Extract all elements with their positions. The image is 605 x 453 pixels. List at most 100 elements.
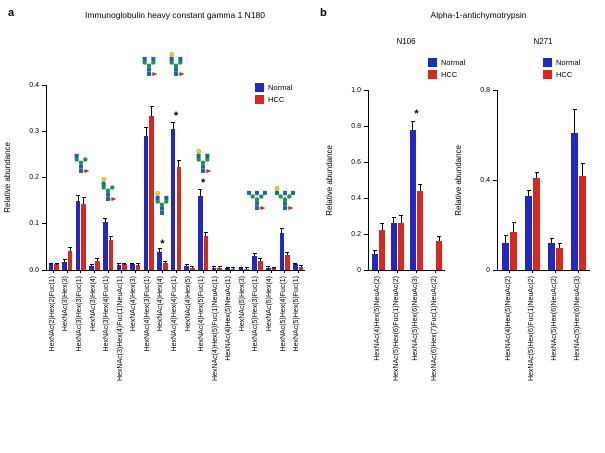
error-bar xyxy=(118,264,120,266)
x-axis-tick xyxy=(94,270,96,273)
glycan-icon xyxy=(192,149,214,180)
bar-normal xyxy=(238,268,244,270)
error-bar xyxy=(104,218,106,223)
x-axis-tick xyxy=(134,270,136,273)
glycan-icon xyxy=(274,186,296,217)
error-bar xyxy=(393,217,395,224)
error-bar-cap xyxy=(62,259,67,261)
x-axis-tick xyxy=(148,270,150,273)
x-tick-label: HexNAc(5)Hex(6)Fuc(1)NeuAc(2) xyxy=(392,276,400,382)
error-bar xyxy=(438,236,440,242)
x-tick-label: HexNAc(4)Hex(5)NeuAc(1) xyxy=(225,276,233,361)
error-bar xyxy=(110,237,112,240)
legend-row: HCC xyxy=(255,95,292,104)
error-bar-cap xyxy=(203,231,208,233)
error-bar-cap xyxy=(81,197,86,199)
x-tick-label: HexNAc(4)Hex(3) xyxy=(130,276,138,332)
bar-hcc xyxy=(81,203,87,270)
y-axis-tick xyxy=(42,84,46,86)
error-bar xyxy=(159,249,161,252)
x-tick-label: HexNAc(4)Hex(4)Fuc(1) xyxy=(171,276,178,352)
error-bar xyxy=(145,127,147,136)
error-bar-cap xyxy=(157,248,162,250)
error-bar-cap xyxy=(391,216,396,218)
x-tick-label: HexNAc(5)Hex(5)Fuc(1) xyxy=(293,276,301,352)
error-bar xyxy=(281,229,283,233)
y-axis-tick xyxy=(493,269,497,271)
bar-hcc xyxy=(417,190,424,270)
error-bar-cap xyxy=(557,243,562,245)
legend-swatch xyxy=(543,70,552,79)
x-tick-label: HexNAc(5)Hex(4)Fuc(1) xyxy=(279,276,287,352)
error-bar xyxy=(77,196,79,201)
error-bar xyxy=(199,190,201,196)
error-bar xyxy=(83,198,85,204)
bar-hcc xyxy=(271,268,277,270)
x-axis-tick xyxy=(555,270,556,273)
bar-normal xyxy=(293,264,298,270)
y-axis-label-wrap: Relative abundance xyxy=(452,90,464,270)
bar-hcc xyxy=(230,268,236,270)
bar-hcc xyxy=(298,267,304,270)
error-bar-cap xyxy=(526,190,531,192)
x-axis-tick xyxy=(532,270,533,273)
bar-hcc xyxy=(379,230,386,270)
x-axis-tick xyxy=(509,270,510,273)
y-tick-label: 0 xyxy=(357,266,361,274)
error-bar-cap xyxy=(380,223,385,225)
bar-hcc xyxy=(244,268,249,270)
subtitle-n106: N106 xyxy=(396,37,416,46)
error-bar-cap xyxy=(258,258,263,260)
x-axis-tick xyxy=(229,270,231,273)
error-bar-cap xyxy=(76,195,81,196)
error-bar-cap xyxy=(372,250,377,252)
x-axis-tick xyxy=(378,270,379,273)
legend-swatch xyxy=(543,58,552,67)
legend-swatch xyxy=(255,95,264,104)
glycan-icon xyxy=(97,177,119,208)
x-tick-label: HexNAc(4)Hex(5) xyxy=(184,276,192,332)
bar-normal xyxy=(265,267,271,270)
error-bar-cap xyxy=(231,267,236,269)
legend-label: Normal xyxy=(556,57,581,67)
x-tick-label: HexNAc(2)Hex(2)Fuc(1) xyxy=(48,276,56,352)
x-tick-label: HexNAc(5)Hex(3)Fuc(1) xyxy=(252,276,260,352)
error-bar xyxy=(505,236,506,243)
x-axis-tick xyxy=(284,270,286,273)
error-bar-cap xyxy=(534,172,539,174)
y-axis-tick xyxy=(42,177,46,178)
bar-normal xyxy=(279,233,285,270)
bar-normal xyxy=(252,256,257,270)
x-tick-label: HexNAc(4)Hex(5)NeuAc(2) xyxy=(373,276,381,361)
error-bar-cap xyxy=(549,237,554,239)
legend-row: Normal xyxy=(428,58,465,67)
chart-n106-plot: 0 0.2 0.4 0.6 0.8 1.0 Relative abundance HexNAc… xyxy=(325,87,445,381)
bar-hcc xyxy=(398,223,405,270)
panel-b-label: b xyxy=(320,7,327,19)
bar-hcc xyxy=(135,265,141,270)
x-axis-tick xyxy=(202,270,204,273)
error-bar xyxy=(259,259,261,261)
bar-normal xyxy=(157,251,162,270)
y-tick-label: 0.4 xyxy=(29,81,39,89)
x-axis-tick xyxy=(397,270,398,273)
error-bar xyxy=(400,216,402,224)
y-axis-label: Relative abundance xyxy=(324,144,334,216)
y-axis-tick xyxy=(364,125,368,127)
error-bar xyxy=(172,123,174,129)
bar-hcc xyxy=(95,260,100,270)
legend-row: Normal xyxy=(543,58,580,67)
y-axis-tick xyxy=(364,197,368,199)
y-axis-tick xyxy=(493,89,497,91)
error-bar-cap xyxy=(108,236,113,238)
error-bar-cap xyxy=(399,215,404,216)
legend-label: HCC xyxy=(441,69,458,79)
significance-asterisk: * xyxy=(201,177,206,190)
bar-normal xyxy=(571,132,578,270)
bar-normal xyxy=(502,243,509,270)
error-bar xyxy=(186,265,188,267)
bar-hcc xyxy=(176,167,182,270)
y-tick-label: 0.0 xyxy=(29,266,39,274)
y-axis-tick xyxy=(364,269,368,271)
y-tick-label: 0.6 xyxy=(351,158,361,166)
